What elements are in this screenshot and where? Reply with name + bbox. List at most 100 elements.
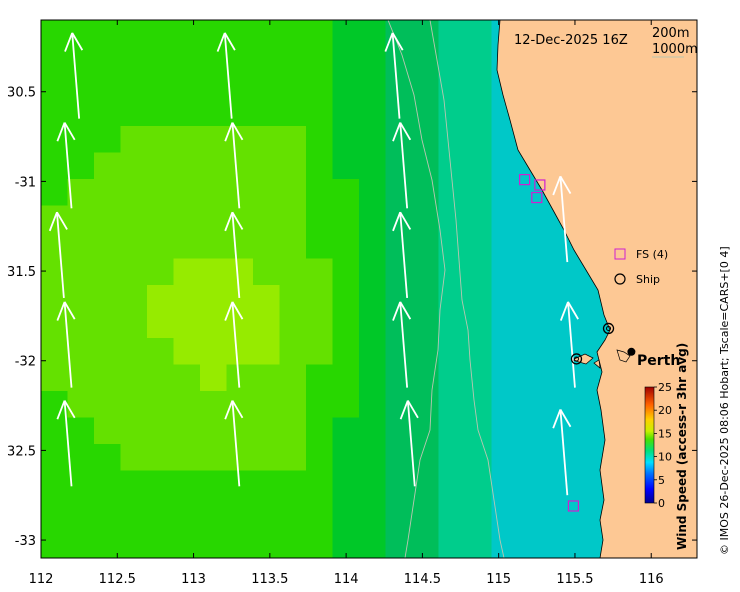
- speed-cell: [147, 20, 174, 47]
- speed-cell: [279, 444, 307, 471]
- lon-tick-label: 115.5: [556, 572, 593, 587]
- speed-cell: [200, 550, 227, 558]
- speed-cell: [412, 258, 439, 286]
- speed-cell: [94, 73, 121, 100]
- speed-cell: [544, 338, 572, 365]
- speed-cell: [94, 179, 121, 206]
- speed-cell: [438, 391, 466, 418]
- speed-cell: [200, 470, 227, 498]
- speed-cell: [438, 73, 466, 100]
- speed-cell: [173, 364, 201, 392]
- speed-cell: [385, 550, 413, 558]
- speed-cell: [147, 232, 174, 259]
- speed-cell: [491, 152, 519, 180]
- legend-fs: FS (4): [614, 248, 668, 261]
- speed-cell: [279, 20, 307, 47]
- speed-cell: [306, 391, 333, 418]
- speed-cell: [412, 126, 439, 153]
- speed-cell: [332, 391, 360, 418]
- speed-cell: [332, 205, 360, 233]
- speed-cell: [518, 364, 545, 392]
- speed-cell: [147, 73, 174, 100]
- wind-arrow: [224, 211, 244, 299]
- speed-cell: [147, 99, 174, 127]
- speed-cell: [279, 311, 307, 339]
- speed-cell: [67, 73, 95, 100]
- speed-cell: [147, 311, 174, 339]
- speed-cell: [571, 417, 598, 445]
- speed-cell: [306, 338, 333, 365]
- speed-cell: [465, 444, 492, 471]
- speed-cell: [200, 523, 227, 551]
- speed-cell: [518, 523, 545, 551]
- speed-cell: [94, 205, 121, 233]
- speed-cell: [518, 258, 545, 286]
- colorbar-title: Wind Speed (access-r 3hr avg): [675, 343, 689, 550]
- speed-cell: [491, 311, 519, 339]
- speed-cell: [147, 205, 174, 233]
- speed-cell: [306, 152, 333, 180]
- speed-cell: [544, 311, 572, 339]
- speed-cell: [94, 470, 121, 498]
- speed-cell: [438, 338, 466, 365]
- speed-cell: [359, 179, 386, 206]
- speed-cell: [359, 205, 386, 233]
- speed-cell: [359, 258, 386, 286]
- legend-ship: Ship: [614, 273, 660, 286]
- speed-cell: [173, 179, 201, 206]
- magenta-square-icon: [614, 248, 626, 260]
- speed-cell: [120, 338, 148, 365]
- wind-vectors: [48, 32, 579, 496]
- speed-cell: [120, 285, 148, 312]
- speed-cell: [226, 417, 254, 445]
- credit-text: © IMOS 26-Dec-2025 08:06 Hobart; Tscale=…: [718, 246, 731, 555]
- speed-cell: [41, 258, 68, 286]
- speed-cell: [359, 523, 386, 551]
- speed-cell: [147, 179, 174, 206]
- lat-tick-label: -31: [15, 175, 36, 190]
- speed-cell: [385, 232, 413, 259]
- wind-arrow: [552, 175, 572, 263]
- speed-cell: [200, 232, 227, 259]
- speed-cell: [412, 46, 439, 74]
- speed-cell: [359, 152, 386, 180]
- speed-cell: [279, 73, 307, 100]
- speed-cell: [385, 417, 413, 445]
- speed-cell: [491, 338, 519, 365]
- speed-cell: [438, 523, 466, 551]
- speed-cell: [120, 444, 148, 471]
- speed-cell: [332, 364, 360, 392]
- colorbar-tick-label: 25: [658, 381, 672, 394]
- speed-cell: [120, 126, 148, 153]
- speed-cell: [67, 338, 95, 365]
- speed-cell: [359, 417, 386, 445]
- fs-site-marker: [531, 191, 543, 204]
- speed-cell: [332, 338, 360, 365]
- speed-cell: [465, 99, 492, 127]
- speed-cell: [94, 338, 121, 365]
- colorbar-ticks: 25 20 15 10 5 0: [654, 381, 672, 510]
- lon-tick-label: 114.5: [404, 572, 441, 587]
- speed-cell: [200, 205, 227, 233]
- speed-cell: [385, 73, 413, 100]
- speed-cell: [253, 470, 280, 498]
- speed-cell: [518, 311, 545, 339]
- speed-cell: [41, 497, 68, 524]
- speed-cell: [438, 311, 466, 339]
- speed-cell: [359, 391, 386, 418]
- speed-cell: [173, 99, 201, 127]
- speed-cell: [67, 417, 95, 445]
- speed-cell: [41, 232, 68, 259]
- speed-cell: [67, 46, 95, 74]
- speed-cell: [385, 258, 413, 286]
- speed-cell: [94, 285, 121, 312]
- speed-cell: [226, 497, 254, 524]
- speed-cell: [200, 417, 227, 445]
- speed-cell: [253, 179, 280, 206]
- speed-cell: [120, 497, 148, 524]
- lon-tick-label: 113.5: [251, 572, 288, 587]
- colorbar: 25 20 15 10 5 0 Wind Speed (access-r 3hr avg): [644, 343, 689, 550]
- speed-cell: [67, 205, 95, 233]
- speed-cell: [173, 285, 201, 312]
- speed-cell: [200, 391, 227, 418]
